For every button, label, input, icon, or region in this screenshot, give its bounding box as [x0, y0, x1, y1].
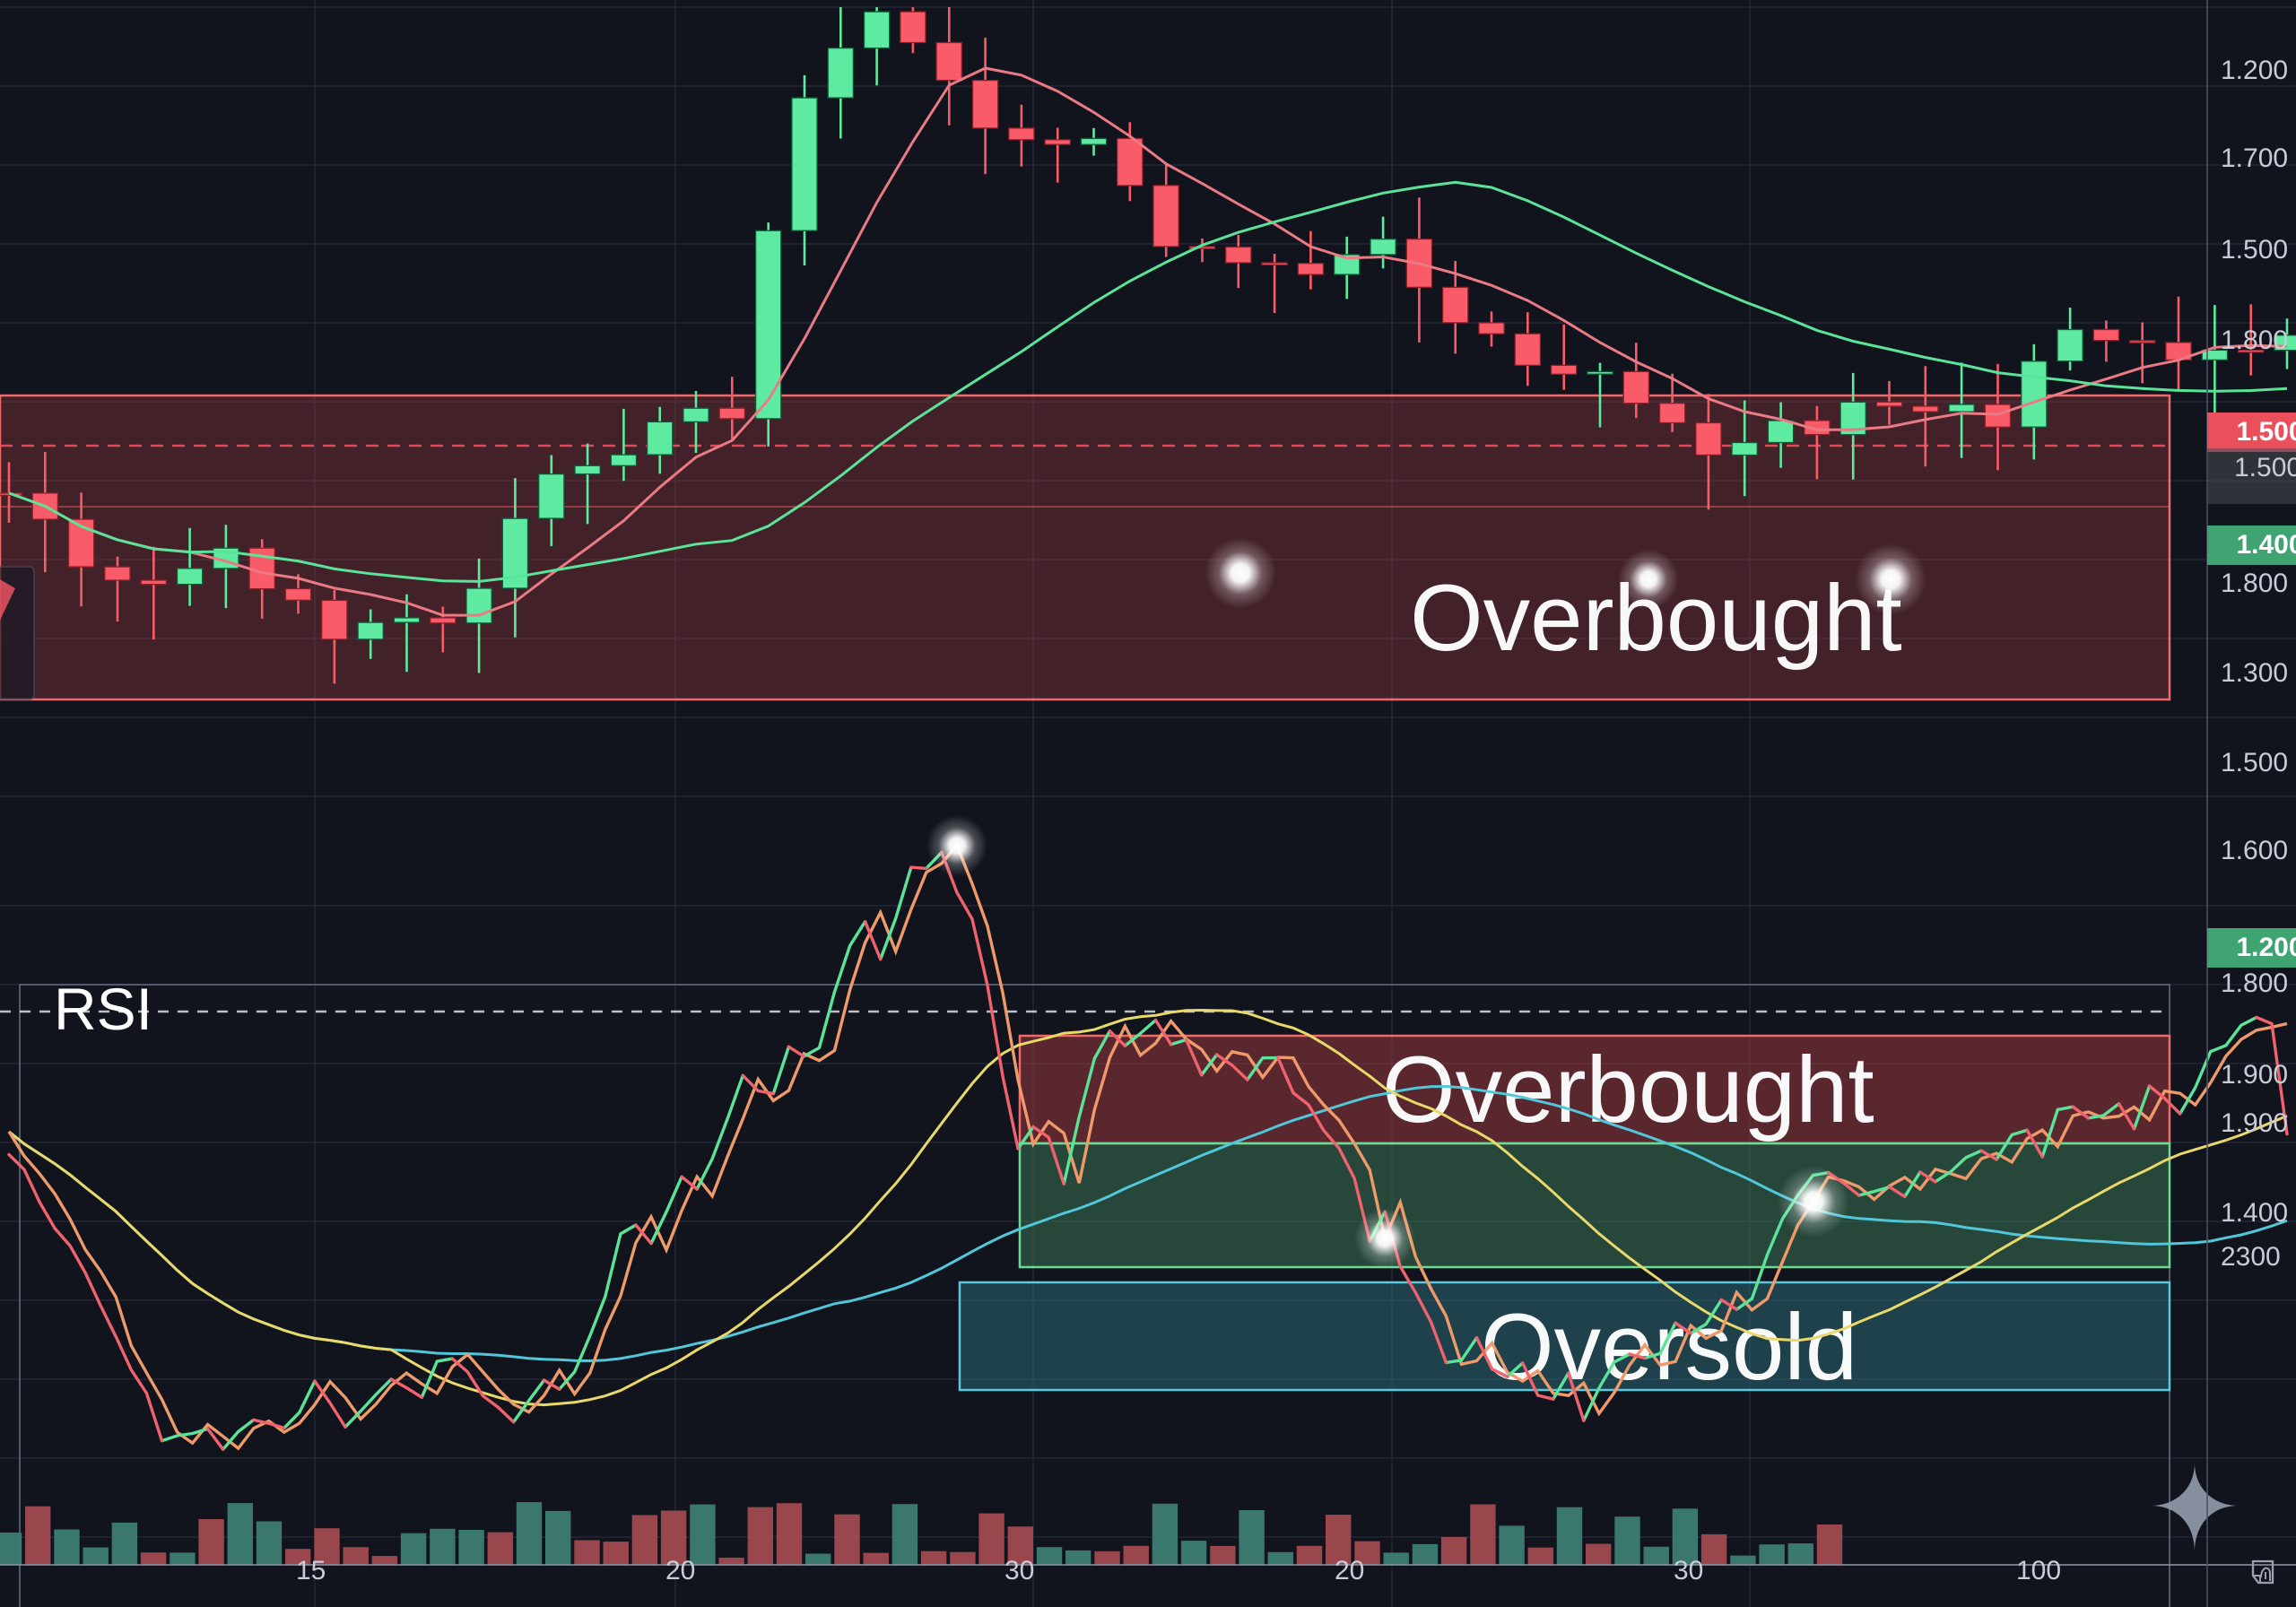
- svg-text:Overbought: Overbought: [1382, 1038, 1874, 1142]
- svg-text:Oversold: Oversold: [1481, 1295, 1857, 1400]
- svg-text:RSI: RSI: [54, 976, 152, 1042]
